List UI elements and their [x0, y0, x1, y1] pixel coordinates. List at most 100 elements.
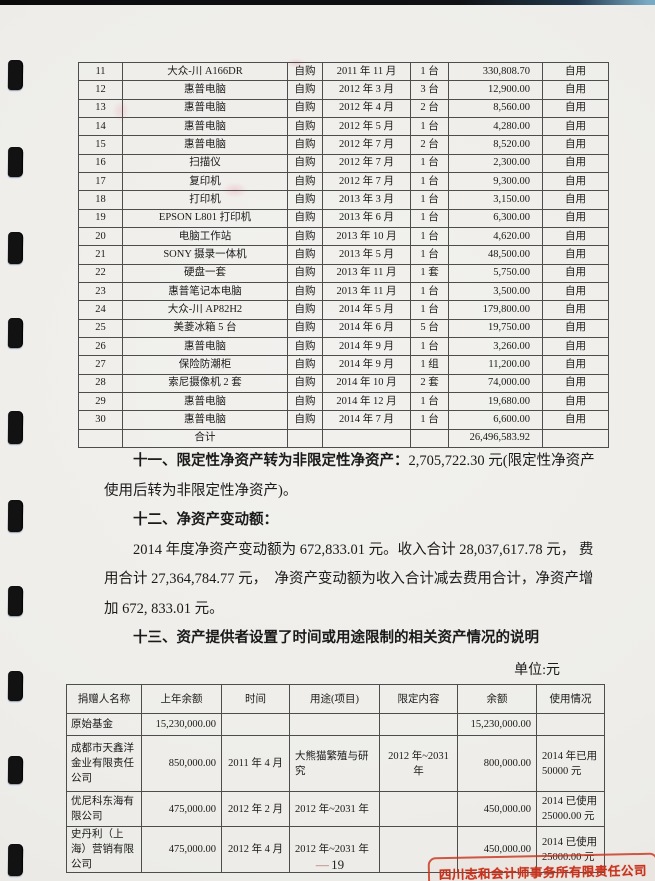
donation-cell-usage: 2014 已使用 25000.00 元 [536, 791, 605, 827]
binder-hole-mark [7, 410, 24, 445]
asset-cell-qty: 2 套 [410, 373, 449, 393]
donation-header-balance: 余额 [457, 684, 537, 714]
donation-cell-prev: 850,000.00 [141, 735, 222, 792]
asset-cell-name: 扫描仪 [122, 153, 288, 173]
donation-cell-purp [289, 713, 380, 736]
asset-cell-qty: 1 台 [410, 300, 449, 320]
asset-cell-qty: 1 台 [410, 190, 449, 210]
asset-cell-no: 29 [78, 391, 123, 412]
asset-cell-src: 自购 [287, 135, 323, 155]
asset-cell-src: 自购 [287, 190, 323, 210]
asset-cell-amount: 4,280.00 [448, 116, 543, 137]
donation-header-restriction: 限定内容 [379, 684, 458, 714]
asset-cell-no: 16 [78, 153, 123, 173]
donation-cell-time: 2012 年 2 月 [221, 791, 290, 827]
narrative-line-text: 2,705,722.30 元(限定性净资产 [408, 453, 595, 469]
asset-cell-date: 2013 年 6 月 [322, 208, 411, 228]
asset-cell-qty: 1 台 [410, 281, 449, 302]
binder-hole-mark [7, 670, 24, 702]
asset-cell-no: 21 [78, 245, 123, 265]
narrative-line: 用合计 27,364,784.77 元， 净资产变动额为收入合计减去费用合计，净… [104, 565, 598, 595]
asset-cell-qty: 2 台 [410, 135, 449, 155]
asset-cell-src: 自购 [287, 245, 323, 265]
asset-cell-date: 2013 年 3 月 [322, 190, 411, 210]
asset-cell-no: 28 [78, 373, 123, 393]
asset-cell-src: 自购 [287, 208, 323, 228]
donation-cell-time: 2011 年 4 月 [221, 735, 290, 792]
asset-cell-name: 惠普笔记本电脑 [122, 281, 288, 302]
narrative-line-text: 用合计 27,364,784.77 元， 净资产变动额为收入合计减去费用合计，净… [104, 571, 594, 587]
asset-cell-src: 自购 [287, 355, 323, 375]
asset-cell-name: 大众-川 AP82H2 [122, 300, 288, 320]
asset-cell-src: 自购 [287, 336, 323, 357]
asset-cell-use: 自用 [542, 355, 609, 375]
donation-table-header-row: 捐赠人名称 上年余额 时间 用途(项目) 限定内容 余额 使用情况 [66, 684, 605, 714]
donation-cell-purp: 2012 年~2031 年 [289, 826, 380, 873]
donation-cell-prev: 475,000.00 [141, 826, 222, 873]
asset-cell-name: 电脑工作站 [122, 226, 288, 247]
asset-cell-no: 27 [78, 355, 123, 375]
donation-cell-restr [379, 791, 458, 827]
binder-hole-mark [7, 585, 24, 617]
asset-cell-src: 自购 [287, 98, 323, 118]
donation-cell-usage: 2014 已使用 25000.00 元 [536, 826, 605, 873]
asset-cell-date: 2014 年 10 月 [322, 373, 411, 393]
asset-cell-qty: 1 台 [410, 208, 449, 228]
asset-cell-src [287, 428, 323, 449]
asset-cell-no: 11 [78, 61, 123, 82]
narrative-line: 加 672, 833.01 元。 [104, 595, 598, 625]
asset-cell-use: 自用 [542, 171, 609, 192]
donation-cell-purp: 大熊猫繁殖与研究 [289, 735, 380, 792]
asset-cell-src: 自购 [287, 80, 323, 100]
asset-cell-name: 大众-川 A166DR [122, 61, 288, 82]
asset-cell-src: 自购 [287, 171, 323, 192]
asset-cell-use: 自用 [542, 80, 609, 100]
donation-cell-purp: 2012 年~2031 年 [289, 791, 380, 827]
donation-row: 史丹利（上海）营销有限公司 475,000.00 2012 年 4 月 2012 年~… [66, 826, 605, 873]
asset-cell-amount: 3,150.00 [448, 190, 543, 210]
asset-cell-name: 惠普电脑 [122, 80, 288, 100]
asset-cell-use: 自用 [542, 190, 609, 210]
asset-total-row: 合计 26,496,583.92 [78, 428, 609, 449]
asset-cell-date: 2012 年 4 月 [322, 98, 411, 118]
asset-cell-date: 2014 年 6 月 [322, 318, 411, 338]
donation-cell-restr [379, 826, 458, 873]
asset-cell-use: 自用 [542, 135, 609, 155]
asset-cell-no: 30 [78, 410, 123, 430]
asset-cell-amount: 179,800.00 [448, 300, 543, 320]
asset-cell-use: 自用 [542, 245, 609, 265]
asset-cell-name: 保险防潮柜 [122, 355, 288, 375]
asset-cell-amount: 330,808.70 [448, 61, 543, 82]
asset-cell-qty: 1 台 [410, 410, 449, 430]
binder-hole-mark [7, 146, 24, 178]
asset-cell-use: 自用 [542, 263, 609, 283]
asset-cell-amount: 74,000.00 [448, 373, 543, 393]
asset-cell-amount: 26,496,583.92 [448, 428, 543, 449]
asset-cell-date [322, 428, 411, 449]
asset-cell-use: 自用 [542, 153, 609, 173]
asset-cell-no: 26 [78, 336, 123, 357]
asset-cell-amount: 2,300.00 [448, 153, 543, 173]
asset-cell-qty: 1 套 [410, 263, 449, 283]
asset-cell-date: 2014 年 9 月 [322, 355, 411, 375]
asset-cell-date: 2013 年 11 月 [322, 281, 411, 302]
asset-cell-name: 索尼摄像机 2 套 [122, 373, 288, 393]
asset-cell-qty: 1 台 [410, 391, 449, 412]
asset-cell-no: 12 [78, 80, 123, 100]
binder-hole-mark [7, 499, 24, 533]
asset-cell-src: 自购 [287, 410, 323, 430]
narrative-line: 使用后转为非限定性净资产)。 [104, 477, 598, 507]
asset-cell-use: 自用 [542, 61, 609, 82]
asset-cell-name: 打印机 [122, 190, 288, 210]
unit-label: 单位:元 [514, 663, 560, 678]
donation-cell-donor: 优尼科东海有限公司 [66, 791, 142, 827]
asset-cell-src: 自购 [287, 226, 323, 247]
asset-cell-date: 2014 年 7 月 [322, 410, 411, 430]
asset-cell-src: 自购 [287, 263, 323, 283]
